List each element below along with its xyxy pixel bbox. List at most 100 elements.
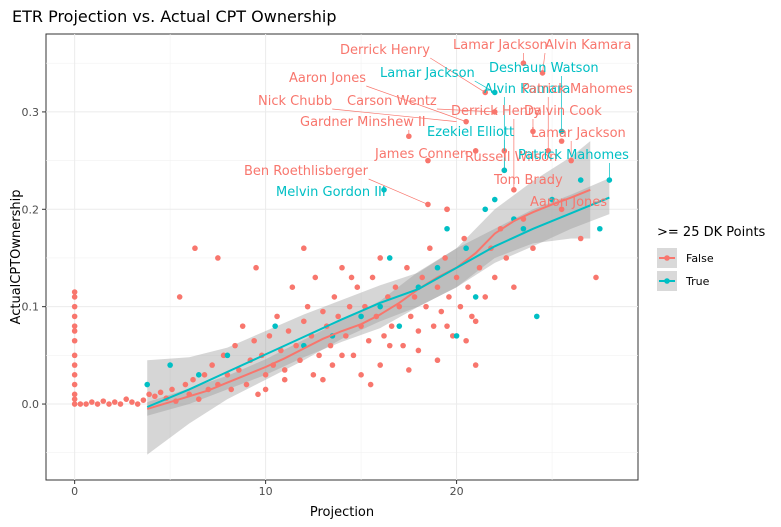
point-label: Alvin Kamara	[545, 38, 631, 53]
data-point-false	[386, 342, 393, 349]
data-point-true	[444, 225, 450, 232]
data-point-false	[192, 245, 198, 252]
point-label: Lamar Jackson	[380, 66, 475, 81]
data-point-false	[71, 381, 78, 388]
trend-line-false	[146, 188, 591, 410]
data-point-false	[411, 294, 418, 300]
data-point-false	[327, 342, 334, 349]
data-point-false	[304, 303, 311, 310]
data-point-true	[549, 196, 555, 203]
data-point-true	[377, 303, 383, 310]
point-label: Alvin Kamara	[484, 82, 570, 97]
data-point-false	[335, 313, 341, 320]
data-point-false	[457, 303, 464, 310]
data-point-false	[377, 255, 383, 261]
data-point-true	[224, 352, 231, 359]
data-point-false	[320, 376, 326, 383]
data-point-false	[232, 342, 238, 349]
data-point-false	[369, 274, 376, 281]
data-point-false	[396, 303, 403, 310]
data-point-false	[71, 352, 78, 359]
data-point-false	[100, 398, 107, 404]
data-point-false	[215, 255, 221, 261]
data-point-false	[285, 328, 292, 334]
data-point-false	[71, 362, 78, 368]
data-point-false	[316, 352, 322, 359]
legend-point	[664, 278, 670, 284]
data-point-false	[71, 391, 78, 398]
data-point-false	[281, 367, 288, 373]
data-point-true	[453, 333, 460, 339]
leader-line	[366, 85, 467, 122]
legend-label-false: False	[686, 252, 714, 265]
data-point-false	[358, 372, 364, 378]
data-point-false	[339, 264, 345, 271]
data-point-false	[228, 386, 235, 393]
point-label: Lamar Jackson	[453, 38, 548, 53]
x-axis-title: Projection	[310, 505, 374, 520]
data-point-false	[111, 399, 118, 405]
data-point-false	[253, 264, 259, 271]
data-point-false	[511, 284, 517, 290]
data-point-false	[236, 367, 242, 373]
data-point-true	[386, 255, 393, 261]
data-point-false	[195, 396, 202, 402]
data-point-false	[94, 401, 101, 407]
point-label: Patrick Mahomes	[522, 82, 633, 97]
data-point-false	[255, 391, 261, 398]
data-point-false	[400, 342, 406, 349]
point-label: Ben Roethlisberger	[244, 164, 369, 179]
data-point-false	[297, 357, 303, 364]
data-point-false	[106, 401, 112, 407]
leader-line	[436, 108, 495, 113]
data-point-false	[71, 337, 78, 344]
point-label: Deshaun Watson	[489, 61, 599, 76]
data-point-false	[461, 235, 468, 242]
data-point-false	[71, 396, 78, 402]
data-point-false	[117, 401, 124, 407]
point-label: Patrick Mahomes	[518, 148, 629, 163]
data-point-false	[434, 284, 441, 290]
data-point-false	[310, 372, 317, 378]
data-point-false	[365, 337, 372, 344]
data-point-false	[152, 393, 158, 400]
point-label: Nick Chubb	[258, 94, 332, 109]
data-point-false	[427, 245, 433, 252]
data-point-false	[404, 264, 410, 271]
point-label: James Conner	[374, 147, 466, 162]
x-tick-label: 10	[259, 485, 273, 498]
leader-line	[474, 80, 495, 93]
data-point-true	[491, 89, 498, 96]
data-point-false	[423, 303, 429, 310]
data-point-false	[251, 337, 257, 344]
point-label: Russell Wilson	[465, 150, 557, 165]
data-point-false	[190, 376, 196, 383]
data-point-false	[593, 274, 599, 281]
legend-point	[664, 255, 670, 261]
point-label: Tom Brady	[493, 173, 563, 188]
data-point-false	[201, 372, 208, 378]
legend: >= 25 DK Points False True	[657, 225, 766, 291]
data-point-true	[597, 225, 603, 232]
data-point-true	[463, 245, 469, 252]
data-point-false	[71, 328, 78, 334]
data-point-false	[331, 294, 338, 300]
data-point-true	[520, 225, 527, 232]
data-point-false	[281, 376, 288, 383]
data-point-false	[472, 148, 479, 154]
data-point-false	[444, 206, 450, 213]
point-label: Derrick Henry	[340, 43, 430, 58]
data-point-false	[354, 284, 361, 290]
leader-line	[368, 178, 429, 205]
data-point-false	[71, 372, 78, 378]
data-point-false	[262, 372, 269, 378]
point-label: Derrick Henry	[451, 104, 541, 119]
trend-lines	[146, 188, 610, 410]
x-tick-label: 20	[450, 485, 464, 498]
point-label: Ezekiel Elliott	[427, 125, 514, 140]
x-tick-label: 0	[71, 485, 78, 498]
y-axis-ticks: 0.0 0.1 0.2 0.3	[22, 106, 46, 411]
data-point-false	[266, 333, 273, 339]
x-axis-ticks: 0 10 20	[71, 480, 464, 498]
